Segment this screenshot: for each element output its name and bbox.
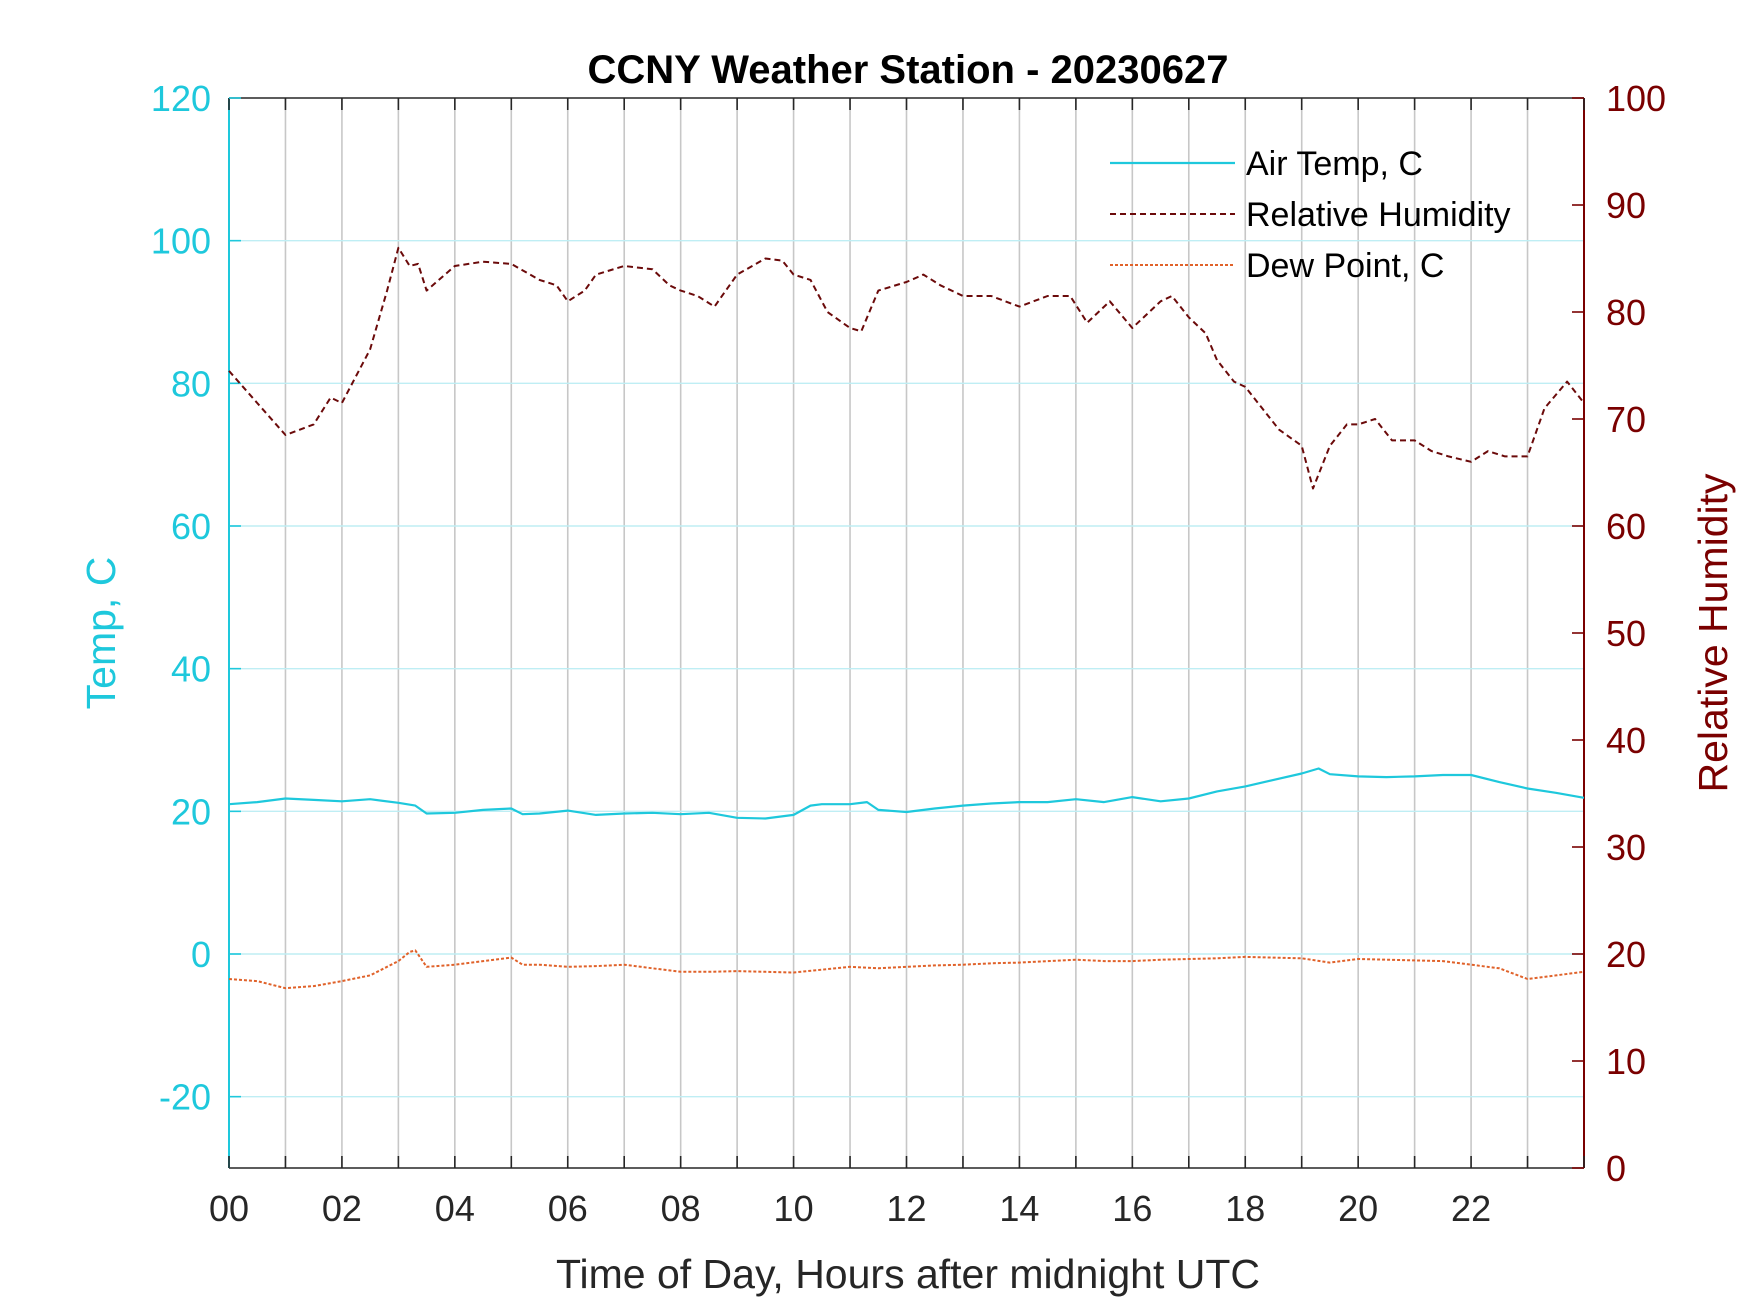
- x-tick-label: 00: [209, 1188, 249, 1229]
- plot-area: 00 02 04 06 08 10 12 14 16 18 20 22-200204060801001…: [151, 78, 1666, 1229]
- y-left-tick-label: 120: [151, 78, 211, 119]
- x-tick-label: 14: [999, 1188, 1039, 1229]
- y-left-tick-label: 20: [171, 791, 211, 832]
- y-left-tick-label: 0: [191, 934, 211, 975]
- x-axis-label: Time of Day, Hours after midnight UTC: [556, 1251, 1260, 1297]
- y-right-tick-label: 40: [1606, 720, 1646, 761]
- series-line-dew-point-c: [228, 949, 1585, 990]
- x-tick-label: 18: [1225, 1188, 1265, 1229]
- y-left-tick-label: 80: [171, 363, 211, 404]
- x-tick-label: 16: [1112, 1188, 1152, 1229]
- legend-label-relative-humidity: Relative Humidity: [1246, 196, 1511, 234]
- legend: Air Temp, C Relative Humidity Dew Point, C: [1110, 145, 1511, 285]
- y-right-tick-label: 50: [1606, 613, 1646, 654]
- y-left-tick-label: 100: [151, 221, 211, 262]
- y-right-tick-label: 80: [1606, 292, 1646, 333]
- y-left-tick-label: -20: [159, 1077, 211, 1118]
- series-line-relative-humidity: [228, 246, 1585, 490]
- legend-label-dew-point-c: Dew Point, C: [1246, 247, 1444, 285]
- y-right-tick-label: 90: [1606, 185, 1646, 226]
- x-tick-label: 08: [661, 1188, 701, 1229]
- x-tick-label: 22: [1451, 1188, 1491, 1229]
- x-tick-label: 02: [322, 1188, 362, 1229]
- x-tick-label: 04: [435, 1188, 475, 1229]
- chart-title: CCNY Weather Station - 20230627: [588, 48, 1229, 92]
- x-tick-label: 10: [774, 1188, 814, 1229]
- y-right-tick-label: 100: [1606, 78, 1666, 119]
- x-tick-label: 20: [1338, 1188, 1378, 1229]
- y-right-tick-label: 10: [1606, 1041, 1646, 1082]
- series-line-air-temp-c: [228, 767, 1585, 820]
- x-tick-label: 06: [548, 1188, 588, 1229]
- x-tick-label: 12: [886, 1188, 926, 1229]
- y-axis-left-label: Temp, C: [78, 557, 124, 710]
- y-axis-right-label: Relative Humidity: [1690, 473, 1736, 792]
- y-right-tick-label: 30: [1606, 827, 1646, 868]
- y-right-tick-label: 0: [1606, 1148, 1626, 1189]
- y-left-tick-label: 40: [171, 649, 211, 690]
- y-right-tick-label: 70: [1606, 399, 1646, 440]
- y-right-tick-label: 60: [1606, 506, 1646, 547]
- legend-label-air-temp-c: Air Temp, C: [1246, 145, 1423, 183]
- y-right-tick-label: 20: [1606, 934, 1646, 975]
- y-left-tick-label: 60: [171, 506, 211, 547]
